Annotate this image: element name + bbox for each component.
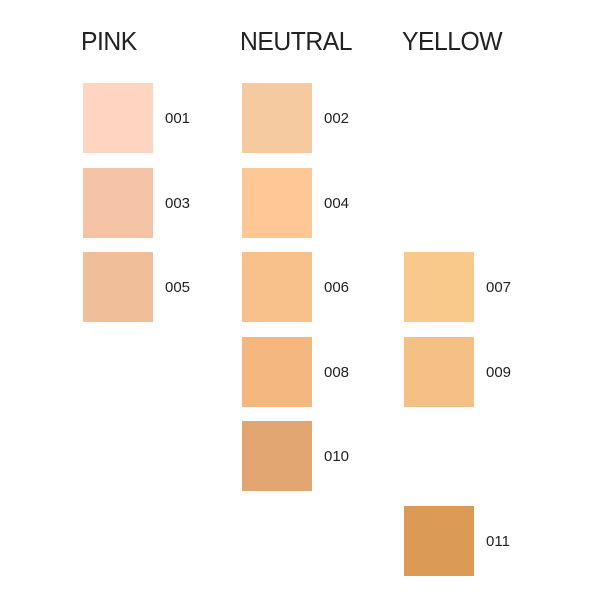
color-swatch-007 [404, 252, 474, 322]
color-swatch-006 [242, 252, 312, 322]
shade-code: 007 [486, 279, 512, 296]
shade-code: 002 [324, 110, 350, 127]
column-pink: PINK 001 003 005 [81, 0, 243, 600]
color-swatch-010 [242, 421, 312, 491]
column-neutral: NEUTRAL 002 004 006 008 010 [240, 0, 402, 600]
column-heading: YELLOW [402, 26, 503, 56]
color-swatch-008 [242, 337, 312, 407]
column-heading: NEUTRAL [240, 26, 352, 56]
color-swatch-002 [242, 83, 312, 153]
shade-code: 004 [324, 195, 350, 212]
shade-code: 005 [165, 279, 191, 296]
color-swatch-004 [242, 168, 312, 238]
color-swatch-011 [404, 506, 474, 576]
shade-code: 011 [486, 533, 510, 550]
shade-code: 008 [324, 364, 350, 381]
column-heading: PINK [81, 26, 137, 56]
color-swatch-001 [83, 83, 153, 153]
color-swatch-003 [83, 168, 153, 238]
color-swatch-005 [83, 252, 153, 322]
column-yellow: YELLOW 007 009 011 [402, 0, 564, 600]
shade-code: 003 [165, 195, 191, 212]
shade-code: 006 [324, 279, 350, 296]
shade-code: 009 [486, 364, 512, 381]
color-swatch-009 [404, 337, 474, 407]
shade-code: 010 [324, 448, 350, 465]
shade-code: 001 [165, 110, 191, 127]
